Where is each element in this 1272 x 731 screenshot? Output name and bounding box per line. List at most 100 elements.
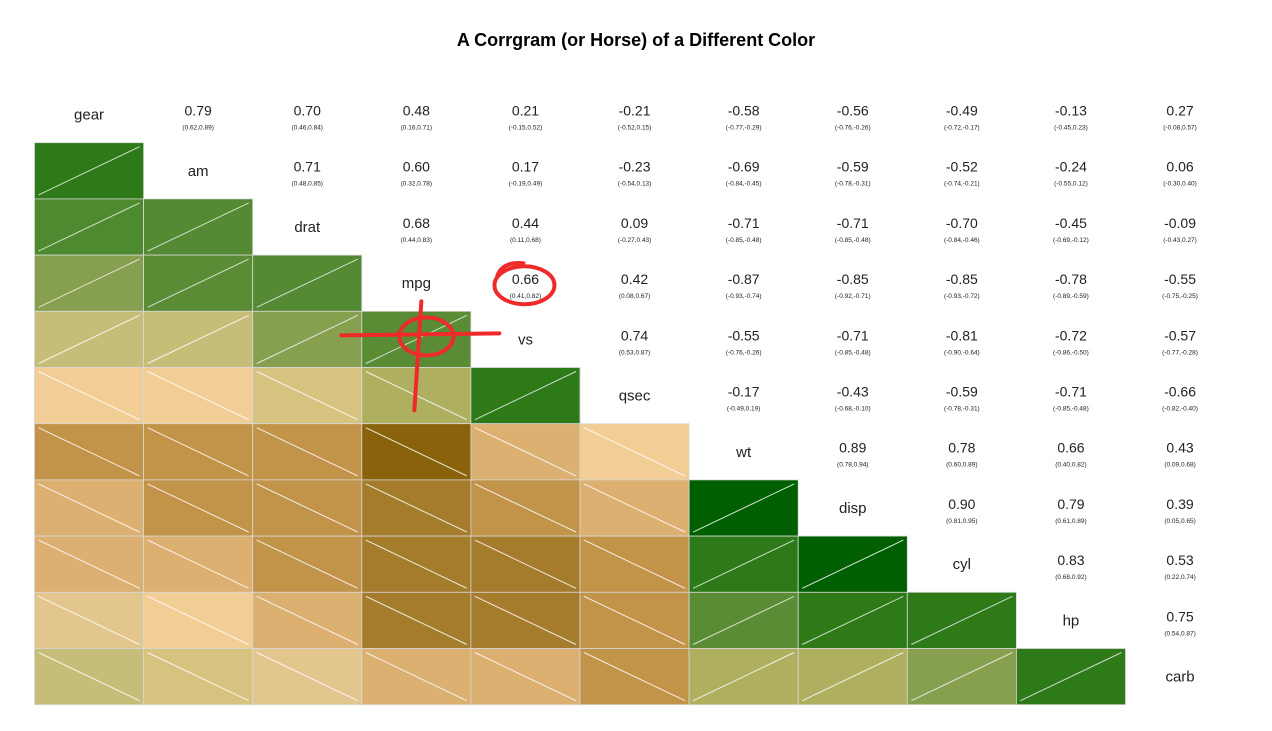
hatch-qsec-vs bbox=[474, 371, 577, 421]
hatch-drat-am bbox=[147, 202, 249, 252]
corr-ci-qsec-cyl: (-0.78,-0.31) bbox=[944, 406, 980, 413]
corr-ci-qsec-disp: (-0.68,-0.10) bbox=[835, 406, 871, 413]
corr-value-qsec-disp: -0.43 bbox=[837, 384, 869, 400]
hatch-hp-cyl bbox=[911, 595, 1013, 645]
corr-value-qsec-cyl: -0.59 bbox=[946, 384, 978, 400]
corr-value-gear-carb: 0.27 bbox=[1166, 103, 1193, 119]
hatch-drat-gear bbox=[38, 202, 140, 252]
corr-ci-mpg-cyl: (-0.93,-0.72) bbox=[944, 293, 980, 300]
corr-value-gear-mpg: 0.48 bbox=[403, 103, 430, 119]
hatch-disp-qsec bbox=[583, 483, 686, 533]
hatch-vs-mpg bbox=[365, 314, 468, 364]
corr-ci-mpg-disp: (-0.92,-0.71) bbox=[835, 293, 871, 300]
corr-value-vs-carb: -0.57 bbox=[1164, 327, 1196, 343]
hatch-disp-am bbox=[147, 483, 249, 533]
corr-value-drat-cyl: -0.70 bbox=[946, 215, 978, 231]
corr-value-vs-wt: -0.55 bbox=[728, 327, 760, 343]
corr-value-gear-drat: 0.70 bbox=[294, 103, 321, 119]
corr-ci-gear-disp: (-0.76,-0.26) bbox=[835, 125, 871, 132]
corr-ci-disp-cyl: (0.81,0.95) bbox=[946, 518, 977, 525]
hatch-cyl-disp bbox=[801, 539, 904, 589]
corr-ci-am-drat: (0.48,0.85) bbox=[292, 181, 323, 188]
hatch-hp-am bbox=[147, 595, 249, 645]
corr-value-gear-hp: -0.13 bbox=[1055, 103, 1087, 119]
corr-value-gear-wt: -0.58 bbox=[728, 103, 760, 119]
corr-ci-vs-carb: (-0.77,-0.28) bbox=[1162, 349, 1198, 356]
hatch-cyl-gear bbox=[38, 539, 140, 589]
corr-ci-gear-mpg: (0.16,0.71) bbox=[401, 125, 432, 132]
corr-value-wt-hp: 0.66 bbox=[1057, 440, 1084, 456]
corr-ci-vs-cyl: (-0.90,-0.64) bbox=[944, 349, 980, 356]
hatch-hp-drat bbox=[256, 595, 359, 645]
corr-ci-drat-hp: (-0.69,-0.12) bbox=[1053, 237, 1089, 244]
diag-label-carb: carb bbox=[1165, 669, 1194, 686]
corr-ci-cyl-hp: (0.68,0.92) bbox=[1055, 574, 1086, 581]
corr-ci-drat-cyl: (-0.84,-0.46) bbox=[944, 237, 980, 244]
corr-value-vs-qsec: 0.74 bbox=[621, 327, 648, 343]
corr-ci-drat-carb: (-0.43,0.27) bbox=[1163, 237, 1197, 244]
hatch-cyl-am bbox=[147, 539, 249, 589]
corr-value-vs-disp: -0.71 bbox=[837, 327, 869, 343]
corr-ci-mpg-vs: (0.41,0.82) bbox=[510, 293, 541, 300]
corr-ci-mpg-qsec: (0.08,0.67) bbox=[619, 293, 650, 300]
hatch-carb-wt bbox=[692, 652, 795, 702]
corr-value-am-qsec: -0.23 bbox=[619, 159, 651, 175]
diag-label-qsec: qsec bbox=[619, 388, 651, 405]
hatch-cyl-wt bbox=[692, 539, 795, 589]
corr-value-wt-disp: 0.89 bbox=[839, 440, 866, 456]
corr-value-am-vs: 0.17 bbox=[512, 159, 539, 175]
corr-ci-am-mpg: (0.32,0.78) bbox=[401, 181, 432, 188]
corr-value-drat-vs: 0.44 bbox=[512, 215, 539, 231]
corr-value-wt-carb: 0.43 bbox=[1166, 440, 1193, 456]
corr-ci-vs-disp: (-0.85,-0.48) bbox=[835, 349, 871, 356]
diag-label-mpg: mpg bbox=[402, 275, 431, 292]
hatch-vs-drat bbox=[256, 314, 359, 364]
corr-ci-am-carb: (-0.30,0.40) bbox=[1163, 181, 1197, 188]
corr-ci-drat-disp: (-0.85,-0.48) bbox=[835, 237, 871, 244]
corr-ci-gear-wt: (-0.77,-0.29) bbox=[726, 125, 762, 132]
corr-value-drat-mpg: 0.68 bbox=[403, 215, 430, 231]
diag-label-vs: vs bbox=[518, 331, 533, 348]
corr-ci-qsec-wt: (-0.49,0.19) bbox=[727, 406, 761, 413]
hatch-qsec-drat bbox=[256, 371, 359, 421]
corr-ci-qsec-hp: (-0.85,-0.48) bbox=[1053, 406, 1089, 413]
corr-ci-disp-hp: (0.61,0.89) bbox=[1055, 518, 1086, 525]
corr-value-mpg-carb: -0.55 bbox=[1164, 271, 1196, 287]
hatch-disp-gear bbox=[38, 483, 140, 533]
corr-ci-am-cyl: (-0.74,-0.21) bbox=[944, 181, 980, 188]
hatch-qsec-gear bbox=[38, 371, 140, 421]
hatch-disp-mpg bbox=[365, 483, 468, 533]
corr-value-am-drat: 0.71 bbox=[294, 159, 321, 175]
corr-ci-mpg-carb: (-0.75,-0.25) bbox=[1162, 293, 1198, 300]
corr-value-cyl-carb: 0.53 bbox=[1166, 552, 1193, 568]
corr-ci-disp-carb: (0.05,0.65) bbox=[1164, 518, 1195, 525]
hatch-wt-mpg bbox=[365, 427, 468, 477]
corr-ci-mpg-hp: (-0.89,-0.59) bbox=[1053, 293, 1089, 300]
corr-ci-gear-hp: (-0.45,0.23) bbox=[1054, 125, 1088, 132]
hatch-disp-wt bbox=[692, 483, 795, 533]
hatch-carb-vs bbox=[474, 652, 577, 702]
corr-value-drat-qsec: 0.09 bbox=[621, 215, 648, 231]
corr-ci-am-qsec: (-0.54,0.13) bbox=[618, 181, 652, 188]
corr-value-am-wt: -0.69 bbox=[728, 159, 760, 175]
corr-value-am-hp: -0.24 bbox=[1055, 159, 1087, 175]
hatch-hp-wt bbox=[692, 595, 795, 645]
corr-ci-gear-drat: (0.46,0.84) bbox=[292, 125, 323, 132]
hatch-am-gear bbox=[38, 146, 140, 196]
corr-ci-gear-cyl: (-0.72,-0.17) bbox=[944, 125, 980, 132]
corr-value-gear-disp: -0.56 bbox=[837, 103, 869, 119]
diag-label-gear: gear bbox=[74, 107, 104, 124]
hatch-carb-hp bbox=[1020, 652, 1122, 702]
hatch-carb-qsec bbox=[583, 652, 686, 702]
chart-title: A Corrgram (or Horse) of a Different Col… bbox=[456, 30, 816, 50]
hatch-hp-vs bbox=[474, 595, 577, 645]
corr-ci-qsec-carb: (-0.82,-0.40) bbox=[1162, 406, 1198, 413]
corr-ci-vs-qsec: (0.53,0.87) bbox=[619, 349, 650, 356]
hatch-carb-disp bbox=[801, 652, 904, 702]
hatch-mpg-am bbox=[147, 258, 249, 308]
highlight-circle bbox=[492, 264, 557, 307]
corr-value-am-mpg: 0.60 bbox=[403, 159, 430, 175]
hatch-disp-vs bbox=[474, 483, 577, 533]
hatch-wt-vs bbox=[474, 427, 577, 477]
